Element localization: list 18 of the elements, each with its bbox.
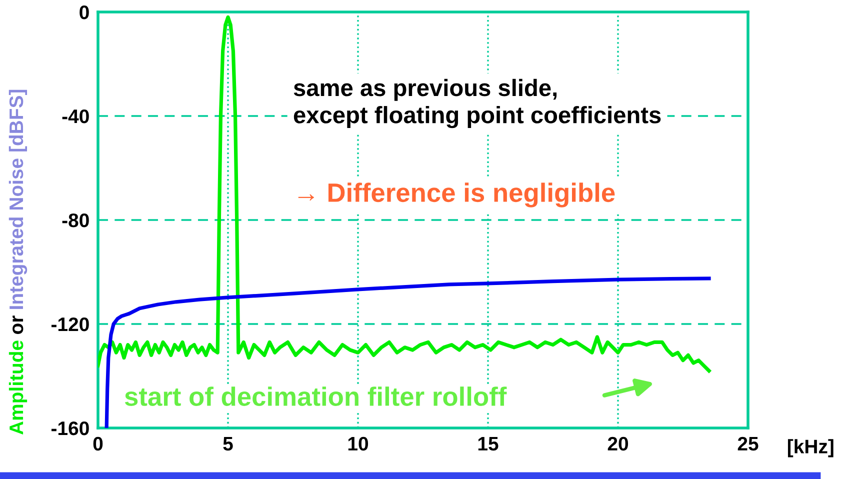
y-tick-label: 0 <box>80 5 89 20</box>
x-tick-label: 10 <box>348 436 368 451</box>
x-tick-label: 5 <box>223 437 233 451</box>
line-series <box>104 276 711 428</box>
y-tick-label: -80 <box>62 213 89 228</box>
y-tick-label: -40 <box>62 109 89 124</box>
annotation: start of decimation filter rolloff <box>124 386 507 406</box>
x-tick-label: 0 <box>93 436 103 451</box>
y-tick-label: -120 <box>52 317 89 332</box>
x-axis-title: [kHz] <box>788 439 834 458</box>
annotation: same as previous slide, except floating point coefficients <box>294 78 661 128</box>
x-tick-label: 25 <box>738 436 758 451</box>
x-tick-label: 20 <box>608 436 628 451</box>
y-axis-title: Amplitude or Integrated Noise [dBFS] <box>8 90 28 435</box>
line-series <box>98 15 711 373</box>
x-tick-label: 15 <box>478 437 498 451</box>
y-tick-label: -160 <box>52 421 89 436</box>
annotation: → Difference is negligible <box>298 182 615 208</box>
